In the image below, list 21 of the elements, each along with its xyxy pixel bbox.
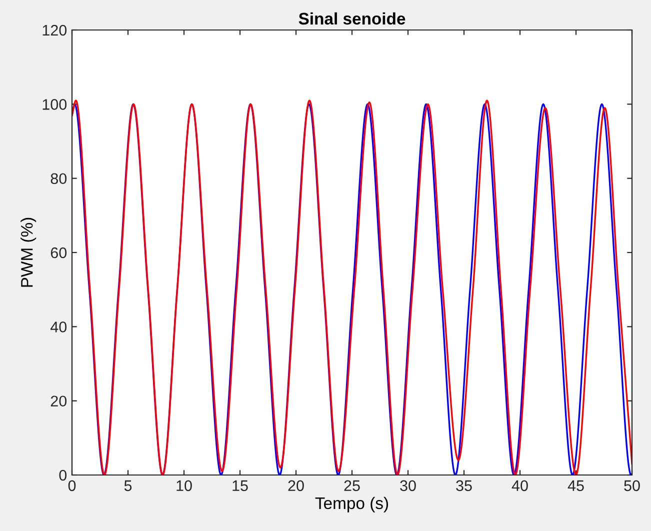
- y-tick-label: 60: [50, 247, 67, 258]
- x-tick-label: 35: [456, 480, 472, 492]
- x-tick-label: 10: [176, 480, 192, 492]
- x-tick-label: 20: [288, 480, 304, 492]
- y-tick-label: 40: [50, 322, 67, 332]
- y-axis-title: PWM (%): [20, 218, 36, 287]
- y-tick-label: 20: [50, 396, 67, 407]
- x-tick-label: 0: [68, 480, 76, 492]
- x-tick-label: 45: [568, 480, 584, 492]
- y-tick-label: 80: [50, 173, 67, 184]
- y-tick-label: 0: [59, 470, 67, 481]
- x-tick-label: 15: [232, 480, 248, 492]
- y-tick-label: 120: [42, 24, 67, 36]
- chart-title: Sinal senoide: [298, 12, 406, 25]
- x-tick-label: 25: [344, 480, 360, 492]
- x-axis-title: Tempo (s): [315, 496, 388, 512]
- x-tick-label: 30: [400, 480, 416, 492]
- x-tick-label: 40: [512, 480, 528, 492]
- x-tick-label: 5: [124, 480, 132, 492]
- y-tick-label: 100: [42, 99, 67, 110]
- x-tick-label: 50: [624, 480, 640, 492]
